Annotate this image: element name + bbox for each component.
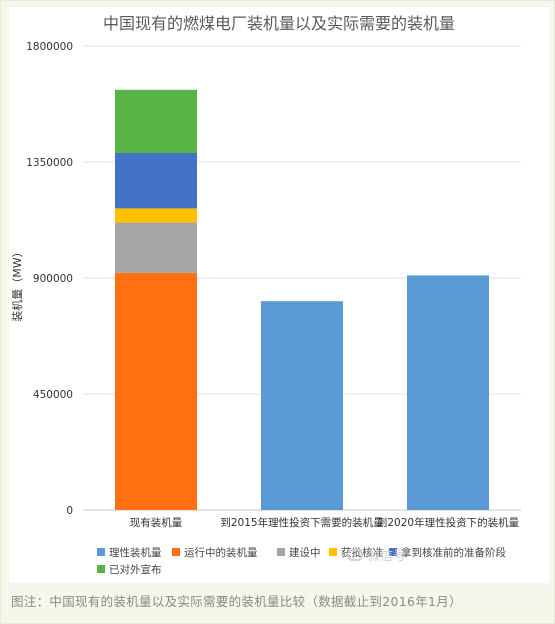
y-tick-label: 1350000: [26, 157, 73, 169]
y-axis-label: 装机量（MW）: [10, 246, 24, 321]
figure-caption: 图注：中国现有的装机量以及实际需要的装机量比较（数据截止到2016年1月）: [11, 594, 462, 609]
bar-segment: [261, 301, 343, 510]
y-tick-label: 450000: [33, 389, 73, 401]
legend-swatch: [97, 548, 105, 556]
bar-segment: [115, 222, 197, 273]
watermark: 微信号: [347, 545, 406, 564]
legend-label: 运行中的装机量: [184, 546, 258, 559]
legend-label: 建设中: [289, 546, 321, 559]
y-tick-label: 900000: [33, 273, 73, 285]
watermark-text: 微信号: [367, 549, 407, 564]
x-tick-label: 到2015年理性投资下需要的装机量: [220, 516, 384, 529]
y-tick-label: 1800000: [26, 41, 73, 53]
bar-segment: [115, 152, 197, 209]
chart-card: 中国现有的燃煤电厂装机量以及实际需要的装机量 装机量（MW） 0 450000 90…: [9, 7, 549, 583]
legend-label: 已对外宣布: [109, 563, 162, 576]
bars: [115, 89, 489, 510]
legend-swatch: [389, 548, 397, 556]
chat-bubble-icon: [347, 548, 363, 561]
legend-swatch: [97, 565, 105, 573]
y-tick-label: 0: [66, 505, 73, 517]
bar-segment: [115, 208, 197, 223]
legend-label: 拿到核准前的准备阶段: [401, 546, 506, 559]
x-tick-label: 现有装机量: [130, 516, 183, 529]
legend-swatch: [277, 548, 285, 556]
stacked-bar-chart: 中国现有的燃煤电厂装机量以及实际需要的装机量 装机量（MW） 0 450000 90…: [10, 14, 521, 576]
bar-segment: [115, 272, 197, 510]
bar-segment: [115, 89, 197, 153]
legend-label: 理性装机量: [109, 546, 162, 559]
legend-swatch: [329, 548, 337, 556]
legend-swatch: [172, 548, 180, 556]
x-tick-label: 到2020年理性投资下的装机量: [377, 516, 520, 529]
chart-title: 中国现有的燃煤电厂装机量以及实际需要的装机量: [103, 14, 455, 33]
y-tick-labels: 0 450000 900000 1350000 1800000: [26, 41, 73, 517]
bar-segment: [407, 275, 489, 510]
